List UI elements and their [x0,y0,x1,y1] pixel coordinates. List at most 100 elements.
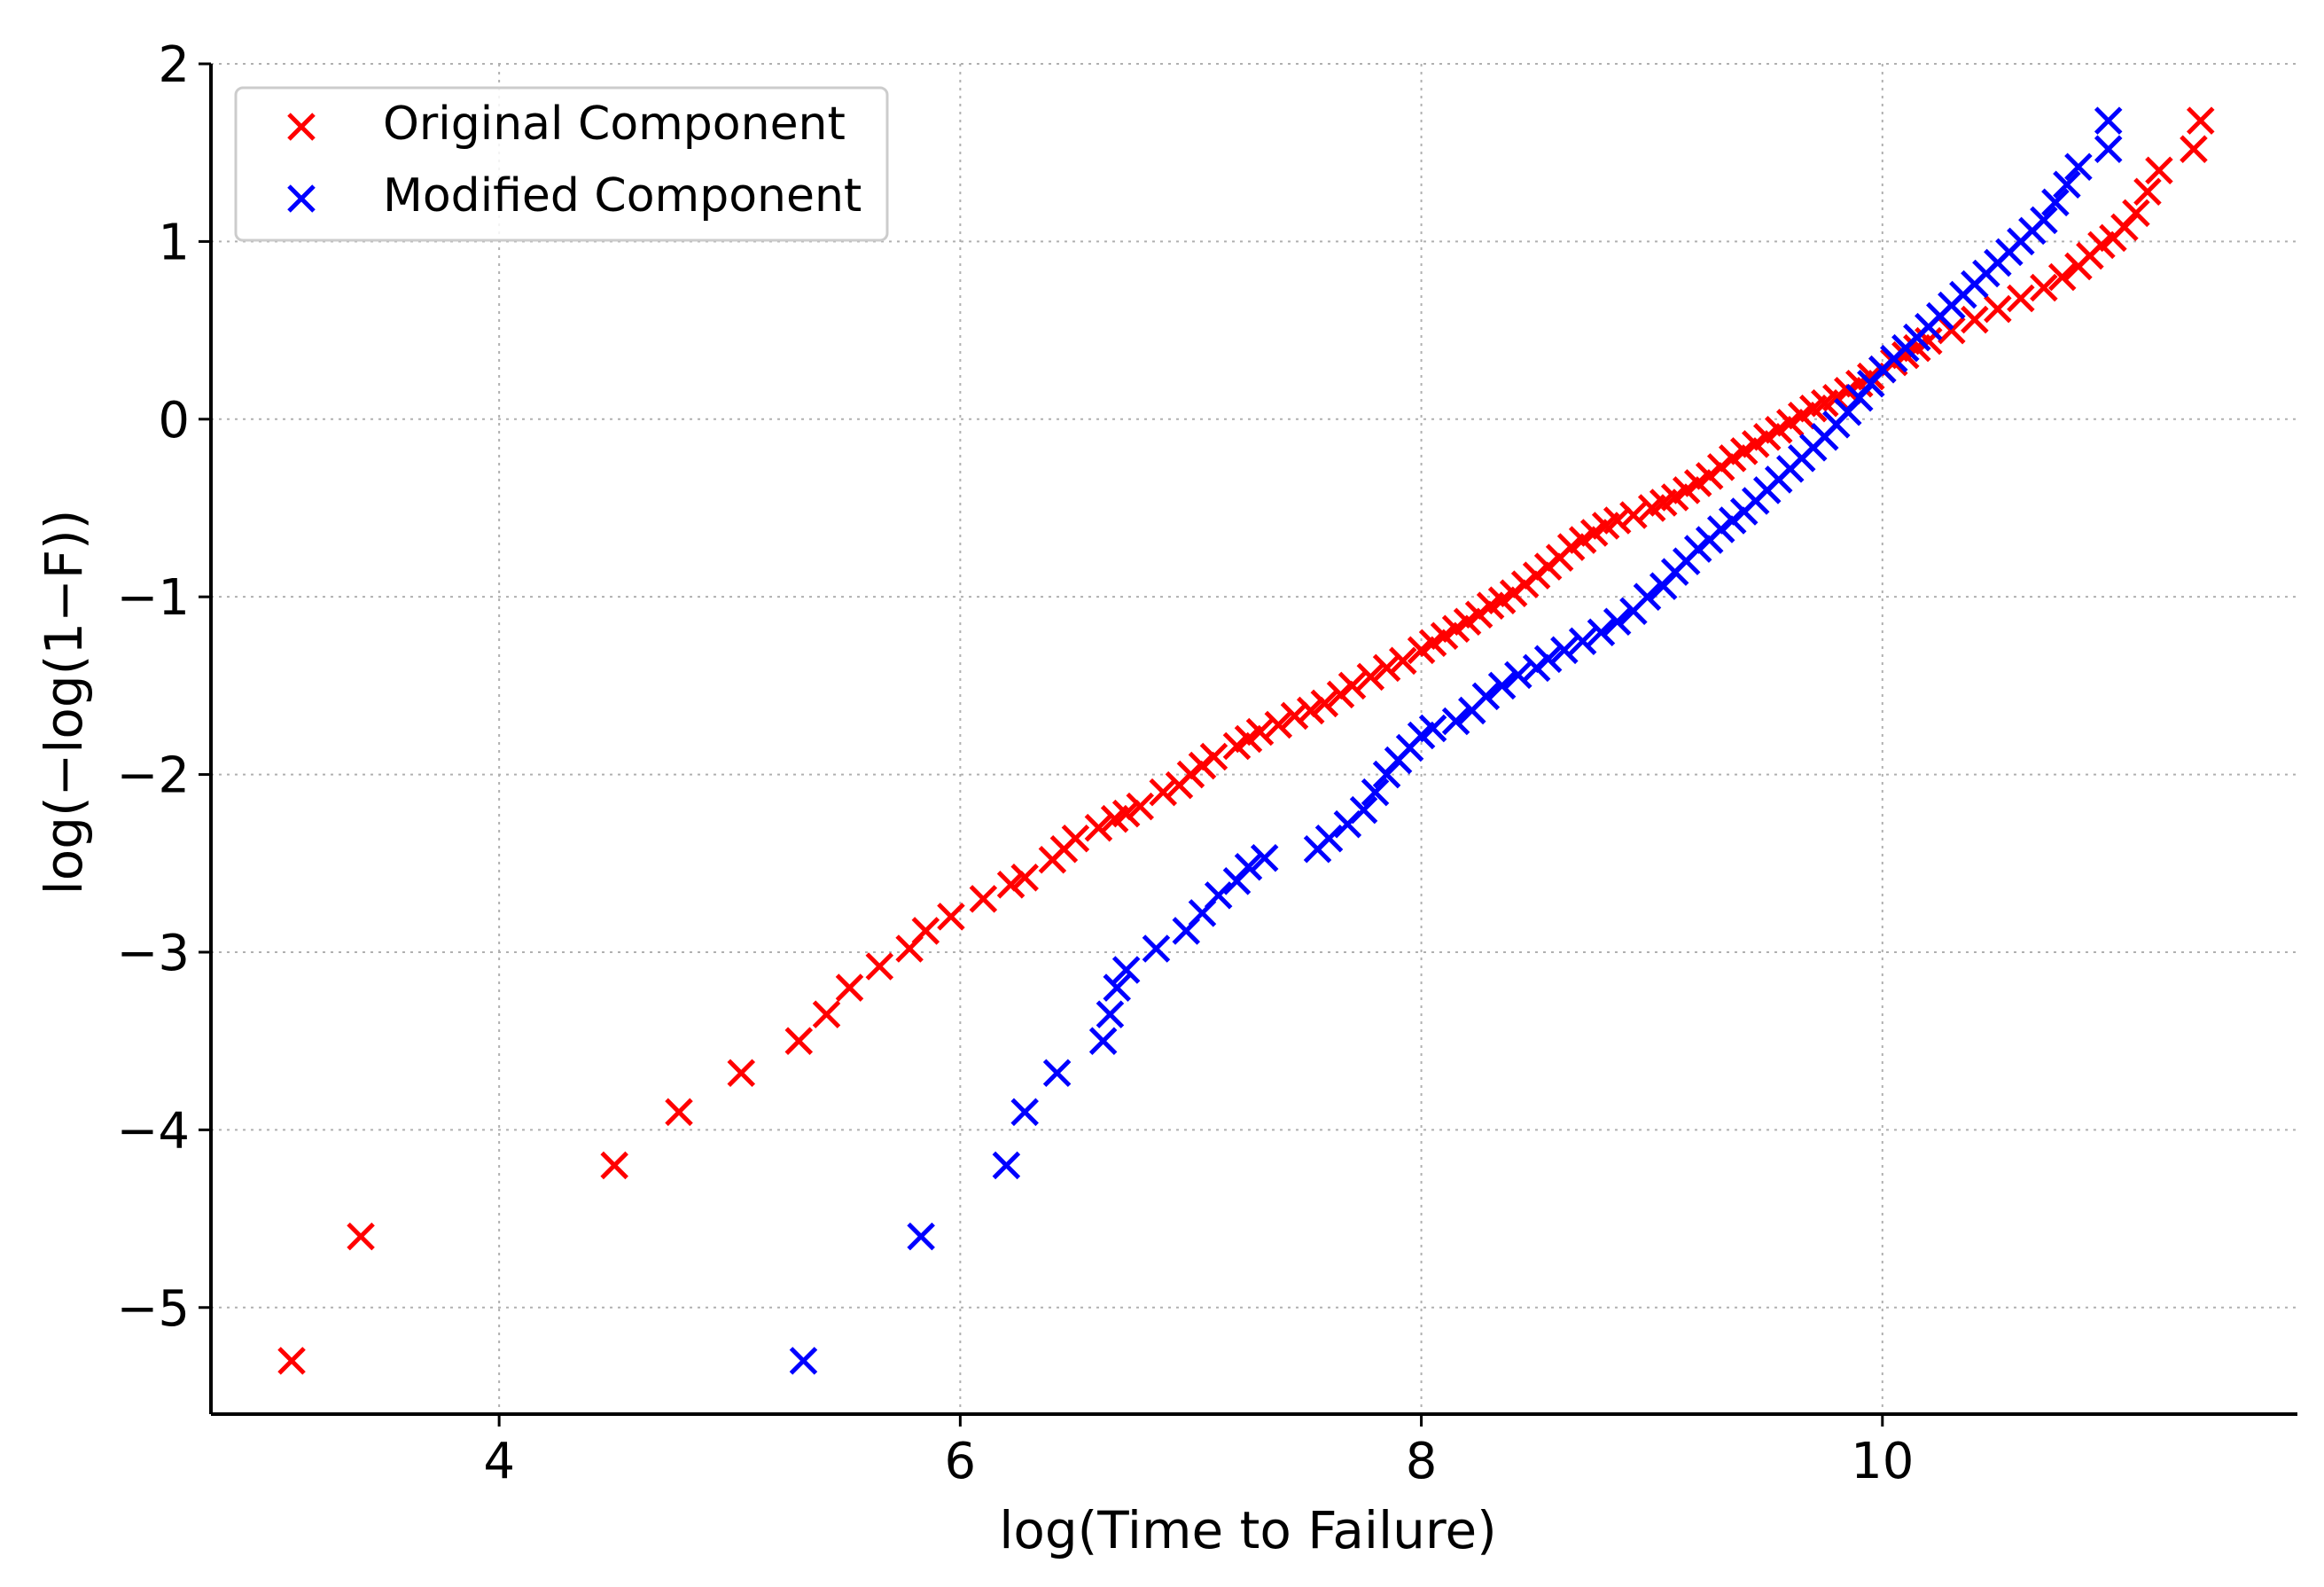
data-point [1061,824,1090,853]
data-point [1314,824,1344,853]
data-point [2094,135,2123,163]
data-point [1010,864,1039,892]
data-point [1603,506,1632,535]
data-point [1111,956,1141,984]
legend-marker-original [287,113,316,141]
legend-frame [234,86,889,242]
x-tick-label: 4 [483,1433,515,1490]
data-point [1471,682,1501,711]
legend-label-original: Original Component [383,98,846,151]
data-point [277,1347,306,1375]
data-point [1568,627,1597,656]
data-point [2180,135,2208,163]
data-point [727,1059,756,1088]
grid-lines [211,63,2297,1414]
data-point [1356,662,1385,692]
y-tick-label: 0 [158,392,190,450]
data-point [1984,294,2012,324]
data-point [1204,881,1233,910]
data-point [1961,305,1989,334]
data-point [1633,582,1662,611]
data-point [1084,813,1113,842]
data-point [969,885,998,913]
data-point [2186,106,2215,135]
x-axis-label: log(Time to Failure) [999,1500,1497,1560]
data-point [784,1027,814,1055]
data-point [1264,710,1293,739]
data-point [1245,717,1275,747]
data-point [2145,156,2173,185]
data-point [1042,1059,1072,1088]
data-point [1142,934,1171,963]
data-point [1111,799,1141,828]
data-point [789,1347,818,1375]
data-point [1418,714,1447,743]
y-tick-label: 2 [158,36,190,94]
data-point [1603,607,1632,637]
data-point [1280,701,1309,731]
data-point [1103,973,1131,1002]
data-point [2122,199,2150,228]
data-point [1587,618,1616,647]
data-point [2041,188,2070,217]
data-point [907,1222,935,1251]
data-point [996,871,1026,899]
data-point [2030,273,2058,302]
data-point [1533,645,1563,674]
data-point [2133,177,2162,207]
data-point [812,1000,841,1028]
data-point [835,973,864,1002]
data-point [1550,636,1579,665]
data-points [277,106,2215,1375]
data-point [1126,792,1155,821]
data-point [2053,170,2081,199]
data-point [1010,1098,1039,1127]
legend-marker-modified [287,184,316,213]
y-tick-label: −2 [116,747,190,805]
axes [199,62,2297,1427]
data-point [1088,1027,1118,1055]
data-point [665,1098,693,1127]
data-point [1389,646,1417,676]
data-point [1096,1000,1125,1028]
y-tick-label: −5 [116,1280,190,1338]
data-point [865,952,894,981]
x-tick-label: 6 [945,1433,977,1490]
data-point [1296,696,1325,725]
data-point [2030,206,2058,235]
y-tick-label: −3 [116,925,190,982]
data-point [1310,689,1339,718]
y-tick-label: 1 [158,214,190,271]
data-point [1349,795,1378,825]
data-point [1361,778,1390,807]
y-tick-label: −1 [116,569,190,627]
data-point [2007,284,2035,313]
data-point [600,1151,628,1180]
series-modified [789,106,2123,1375]
data-point [1619,501,1648,529]
x-tick-label: 8 [1406,1433,1438,1490]
data-point [2094,106,2123,135]
data-point [1199,742,1228,771]
legend-label-modified: Modified Component [383,169,862,223]
data-point [1250,843,1279,872]
y-axis-label: log(−log(1−F)) [34,510,94,895]
x-tick-label: 10 [1851,1433,1914,1490]
legend-x-icon [287,184,316,213]
data-point [1372,653,1401,683]
data-point [1234,853,1263,881]
data-point [911,917,940,945]
series-original [277,106,2215,1375]
data-point [1487,671,1517,700]
data-point [1149,778,1178,807]
data-point [1441,707,1470,736]
legend: Original Component Modified Component [234,86,889,242]
legend-x-icon [287,113,316,141]
data-point [1337,671,1367,700]
data-point [2064,152,2093,181]
data-point [992,1151,1021,1180]
data-point [2047,262,2077,292]
data-point [1504,661,1532,690]
